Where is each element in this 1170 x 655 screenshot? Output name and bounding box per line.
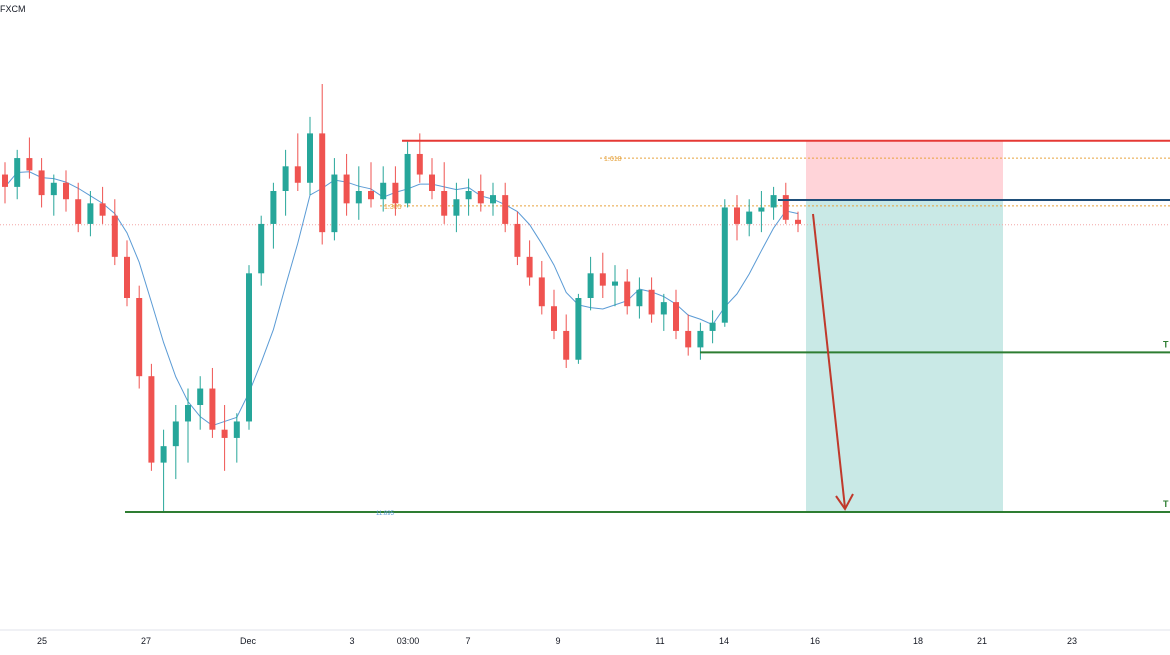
- candle-body: [294, 166, 301, 183]
- candle-body: [477, 191, 484, 204]
- candle-body: [111, 215, 118, 257]
- candle-body: [307, 133, 313, 183]
- candle-body: [734, 207, 740, 224]
- candle-body: [563, 330, 570, 360]
- x-tick-label: 9: [555, 636, 560, 646]
- candle-body: [87, 203, 94, 224]
- candle-body: [599, 273, 606, 286]
- candle-body: [209, 388, 216, 430]
- candle-body: [502, 195, 509, 224]
- candle-body: [636, 289, 643, 307]
- candle-body: [587, 273, 594, 298]
- candle-body: [258, 223, 265, 274]
- x-tick-label: 3: [349, 636, 354, 646]
- forecast-arrow: [812, 213, 846, 509]
- candle-body: [160, 446, 167, 463]
- candle-body: [221, 429, 228, 438]
- reward-zone: [806, 200, 1003, 513]
- candle-body: [465, 191, 472, 200]
- candle-body: [282, 166, 289, 191]
- candle-body: [380, 182, 387, 200]
- candle-body: [319, 133, 326, 233]
- candle-body: [246, 273, 252, 422]
- candle-body: [416, 153, 423, 175]
- x-tick-label: 14: [719, 636, 729, 646]
- candle-body: [624, 281, 631, 307]
- candle-body: [551, 306, 557, 331]
- candle-body: [490, 195, 496, 204]
- candle-body: [75, 199, 82, 224]
- x-tick-label: 21: [977, 636, 987, 646]
- candle-body: [575, 298, 582, 360]
- candle-body: [404, 153, 411, 204]
- candle-body: [124, 256, 130, 298]
- x-tick-label: 25: [37, 636, 47, 646]
- candle-body: [233, 421, 240, 438]
- candle-body: [758, 207, 765, 212]
- take-profit-2-value-label: 11.895: [376, 511, 395, 517]
- candle-body: [331, 174, 338, 233]
- candle-body: [782, 195, 789, 220]
- candle-body: [14, 158, 21, 187]
- x-tick-label: 03:00: [397, 636, 420, 646]
- candle-body: [453, 199, 460, 216]
- take-profit-2-marker: T: [1163, 499, 1169, 509]
- candle-body: [673, 302, 679, 331]
- fib-level-label: 1.305: [384, 204, 402, 211]
- moving-average-line: [4, 171, 799, 427]
- candle-body: [197, 388, 204, 405]
- candle-body: [697, 330, 704, 348]
- candle-body: [343, 174, 350, 204]
- candle-body: [172, 421, 179, 447]
- candle-body: [685, 330, 692, 348]
- candle-body: [2, 174, 8, 187]
- candle-body: [355, 191, 362, 204]
- forecast-arrow-head: [835, 493, 854, 511]
- candle-body: [746, 211, 753, 224]
- x-tick-label: Dec: [240, 636, 257, 646]
- x-tick-label: 27: [141, 636, 151, 646]
- take-profit-1-marker: T: [1163, 339, 1169, 349]
- candle-body: [721, 207, 728, 323]
- risk-zone: [806, 140, 1003, 201]
- x-tick-label: 23: [1067, 636, 1077, 646]
- x-tick-label: 18: [913, 636, 923, 646]
- candle-body: [99, 203, 106, 216]
- candle-body: [441, 191, 448, 216]
- candle-body: [368, 191, 374, 200]
- candle-body: [38, 170, 45, 196]
- candle-body: [660, 302, 667, 315]
- candle-body: [770, 195, 777, 208]
- broker-label: FXCM: [0, 4, 26, 14]
- candle-body: [538, 277, 545, 307]
- x-tick-label: 16: [810, 636, 820, 646]
- candle-body: [648, 289, 655, 315]
- candle-body: [270, 191, 277, 224]
- candle-body: [795, 219, 801, 224]
- candle-body: [26, 158, 33, 171]
- candle-body: [148, 376, 155, 463]
- candle-body: [526, 256, 533, 278]
- fib-level-label: 1.618: [604, 156, 622, 163]
- candle-body: [392, 182, 399, 204]
- candle-body: [429, 174, 435, 191]
- x-tick-label: 7: [465, 636, 470, 646]
- candle-body: [612, 281, 618, 286]
- x-tick-label: 11: [655, 636, 664, 646]
- candle-body: [185, 405, 191, 422]
- candle-body: [136, 298, 143, 377]
- candle-body: [514, 223, 521, 257]
- candle-body: [709, 322, 716, 331]
- candle-body: [50, 182, 57, 196]
- candle-body: [63, 182, 69, 200]
